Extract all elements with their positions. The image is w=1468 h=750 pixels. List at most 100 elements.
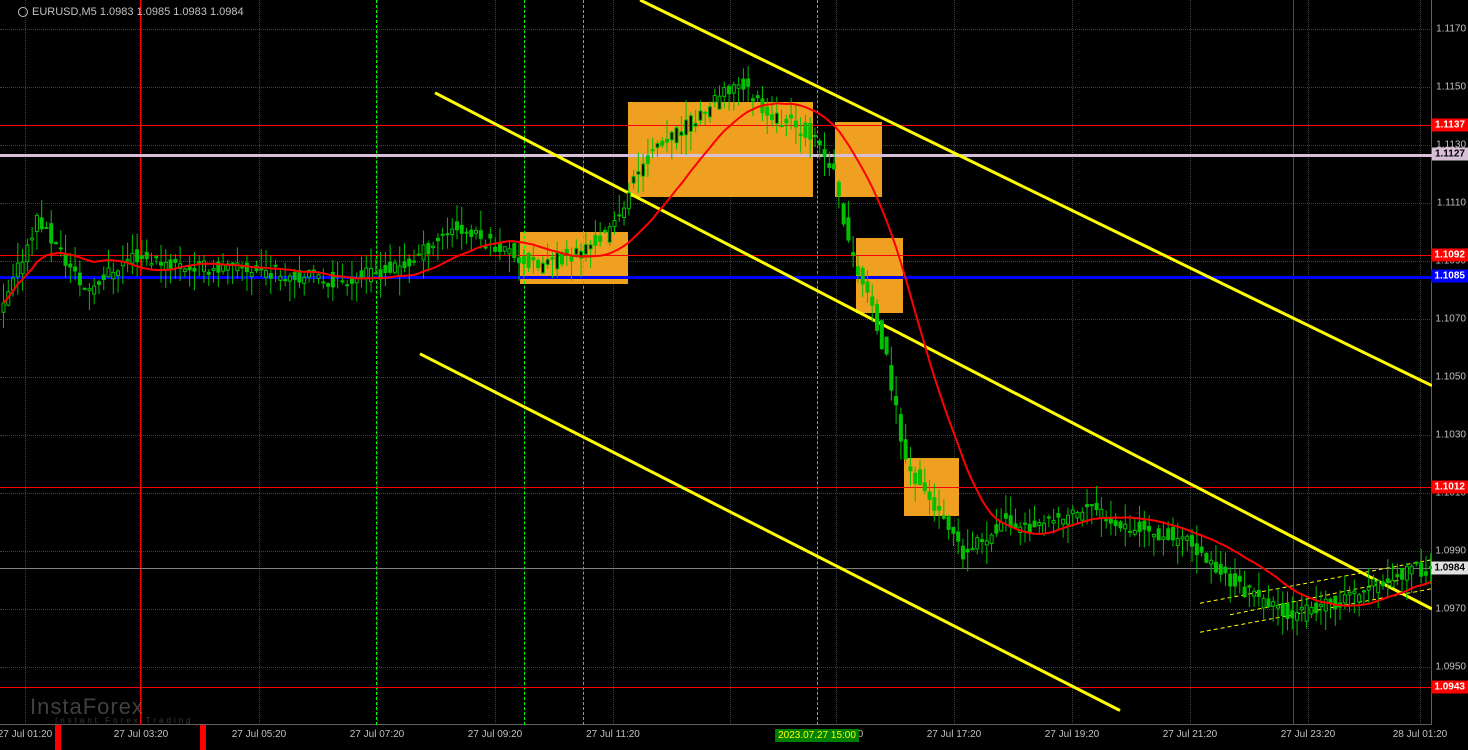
candle-body xyxy=(432,246,435,248)
candle-body xyxy=(985,541,988,545)
candle-body xyxy=(489,234,492,238)
forex-chart[interactable]: EURUSD,M5 1.0983 1.0985 1.0983 1.0984 In… xyxy=(0,0,1468,750)
candle-body xyxy=(255,266,258,271)
grid-line-vertical xyxy=(259,0,260,725)
price-level-label: 1.1127 xyxy=(1432,147,1468,160)
candle-body xyxy=(1214,562,1217,572)
price-level-label: 1.1137 xyxy=(1432,118,1468,131)
grid-line-horizontal xyxy=(0,609,1432,610)
candle-body xyxy=(1028,524,1031,531)
candle-body xyxy=(1100,509,1103,518)
candle-body xyxy=(1076,512,1079,517)
candle-body xyxy=(1186,536,1189,540)
candle-body xyxy=(1152,534,1155,536)
y-axis-label: 1.1070 xyxy=(1435,314,1466,325)
candle-body xyxy=(446,234,449,235)
candle-body xyxy=(341,281,344,282)
candle-body xyxy=(1267,599,1270,607)
candle-body xyxy=(2,303,5,312)
candle-body xyxy=(1362,591,1365,592)
candle-body xyxy=(160,262,163,265)
candle-body xyxy=(1286,604,1289,619)
candle-body xyxy=(1315,603,1318,613)
candle-body xyxy=(470,230,473,236)
candle-body xyxy=(1095,503,1098,509)
candle-body xyxy=(1348,592,1351,595)
candle-body xyxy=(88,289,91,291)
y-axis-label: 1.0990 xyxy=(1435,546,1466,557)
grid-line-horizontal xyxy=(0,551,1432,552)
candle-body xyxy=(1238,576,1241,581)
candle-body xyxy=(1296,613,1299,621)
candle-body xyxy=(1167,529,1170,540)
candle-body xyxy=(1367,587,1370,590)
x-axis-label: 27 Jul 09:20 xyxy=(468,729,523,740)
grid-line-horizontal xyxy=(0,377,1432,378)
candle-body xyxy=(35,215,38,231)
x-axis-highlighted-time: 2023.07.27 15:00 xyxy=(775,729,859,742)
candle-body xyxy=(1023,523,1026,524)
x-axis-marker xyxy=(200,725,206,750)
candle-body xyxy=(231,263,234,264)
x-axis-label: 27 Jul 23:20 xyxy=(1281,729,1336,740)
candle-body xyxy=(188,267,191,270)
y-axis-label: 1.1030 xyxy=(1435,430,1466,441)
candle-body xyxy=(1057,514,1060,518)
candle-body xyxy=(1000,523,1003,531)
candle-body xyxy=(1090,505,1093,506)
candle-body xyxy=(990,535,993,544)
candle-body xyxy=(1358,595,1361,602)
candle-body xyxy=(207,272,210,274)
candle-body xyxy=(460,225,463,233)
candle-body xyxy=(40,218,43,229)
candle-body xyxy=(322,282,325,283)
candle-body xyxy=(1138,522,1141,531)
grid-line-vertical xyxy=(1072,0,1073,725)
grid-line-vertical xyxy=(377,0,378,725)
candle-body xyxy=(451,229,454,235)
candle-body xyxy=(193,268,196,271)
candle-body xyxy=(389,262,392,272)
candle-body xyxy=(1109,519,1112,523)
candle-body xyxy=(202,261,205,271)
grid-line-horizontal xyxy=(0,319,1432,320)
price-level-line xyxy=(0,255,1432,256)
candle-body xyxy=(1257,590,1260,596)
candle-body xyxy=(947,517,950,530)
candle-body xyxy=(1234,574,1237,586)
price-level-line xyxy=(0,125,1432,126)
grid-line-vertical xyxy=(141,0,142,725)
chart-plot-area[interactable]: EURUSD,M5 1.0983 1.0985 1.0983 1.0984 In… xyxy=(0,0,1432,725)
candle-body xyxy=(31,238,34,240)
candle-body xyxy=(723,87,726,96)
candle-body xyxy=(1171,528,1174,540)
candle-body xyxy=(393,263,396,273)
candle-body xyxy=(164,262,167,269)
candle-body xyxy=(45,227,48,228)
candle-body xyxy=(183,269,186,271)
candle-body xyxy=(346,285,349,286)
trend-line xyxy=(1200,589,1432,633)
grid-line-vertical xyxy=(1308,0,1309,725)
candle-body xyxy=(1043,523,1046,533)
candle-body xyxy=(1157,529,1160,540)
grid-line-horizontal xyxy=(0,87,1432,88)
candle-body xyxy=(155,257,158,258)
candle-body xyxy=(484,247,487,248)
candle-body xyxy=(21,262,24,274)
price-level-line xyxy=(0,568,1432,569)
vertical-marker-line xyxy=(1293,0,1294,725)
highlight-zone xyxy=(835,122,882,197)
vertical-marker-line xyxy=(583,0,584,725)
candle-body xyxy=(422,245,425,260)
grid-line-horizontal xyxy=(0,667,1432,668)
candle-body xyxy=(1124,524,1127,529)
candle-body xyxy=(427,244,430,254)
x-axis-label: 27 Jul 11:20 xyxy=(586,729,640,740)
candle-body xyxy=(1038,523,1041,526)
candle-body xyxy=(828,164,831,168)
y-axis-label: 1.1050 xyxy=(1435,372,1466,383)
candle-body xyxy=(1205,554,1208,563)
candle-body xyxy=(475,231,478,234)
candle-body xyxy=(842,204,845,224)
